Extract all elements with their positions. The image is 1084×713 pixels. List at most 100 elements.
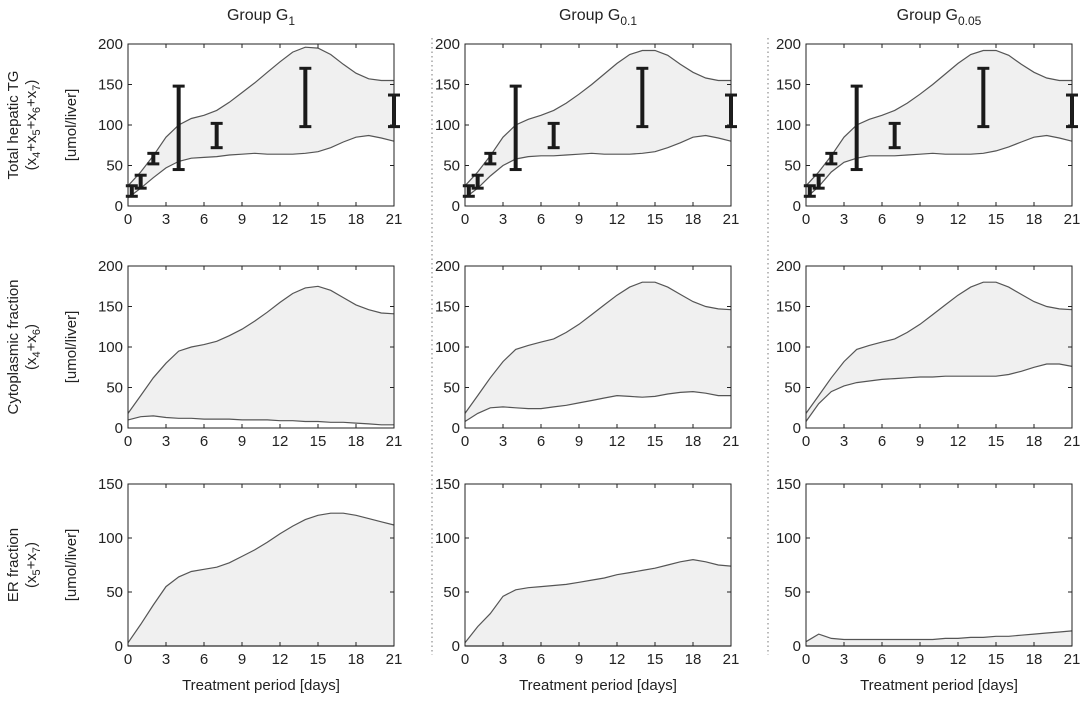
row-label-formula: (x4+x5+x6+x7)	[23, 80, 43, 171]
uncertainty-band	[465, 282, 731, 422]
x-tick-label: 0	[802, 211, 810, 228]
y-tick-label: 100	[435, 530, 460, 547]
x-tick-label: 6	[878, 433, 886, 450]
x-tick-label: 12	[950, 433, 967, 450]
x-tick-label: 9	[575, 651, 583, 668]
panel-r0-c2: 0 3 6 9 12 15 18 21 0 50 100 150 200	[776, 36, 1080, 228]
uncertainty-band	[465, 559, 731, 646]
y-tick-label: 200	[776, 258, 801, 275]
error-bar	[147, 151, 160, 166]
y-tick-label: 0	[452, 420, 460, 437]
x-tick-label: 6	[537, 433, 545, 450]
y-tick-label: 0	[793, 638, 801, 655]
y-tick-label: 0	[115, 420, 123, 437]
y-tick-label: 150	[435, 299, 460, 316]
x-tick-label: 3	[499, 211, 507, 228]
y-tick-label: 150	[435, 476, 460, 493]
y-tick-label: 200	[776, 36, 801, 53]
y-tick-label: 100	[435, 339, 460, 356]
x-tick-label: 6	[200, 211, 208, 228]
row-label-title: Total hepatic TG	[5, 71, 22, 180]
error-bar	[850, 84, 863, 172]
x-tick-label: 18	[348, 651, 365, 668]
error-bar	[977, 66, 990, 129]
y-tick-label: 150	[98, 299, 123, 316]
x-tick-label: 18	[1026, 211, 1043, 228]
y-tick-label: 50	[106, 158, 123, 175]
uncertainty-band	[806, 282, 1072, 422]
x-tick-label: 21	[723, 651, 740, 668]
y-tick-label: 50	[784, 380, 801, 397]
x-tick-label: 15	[647, 211, 664, 228]
x-tick-label: 0	[124, 211, 132, 228]
row-label-unit: [umol/liver]	[63, 529, 80, 602]
panel-r2-c2: 0 3 6 9 12 15 18 21 0 50 100 150 Treatment period [d…	[776, 476, 1080, 694]
x-tick-label: 12	[272, 211, 289, 228]
x-tick-label: 9	[575, 433, 583, 450]
x-tick-label: 15	[310, 433, 327, 450]
x-tick-label: 9	[916, 433, 924, 450]
lower-bound-line	[127, 415, 394, 426]
x-axis-label: Treatment period [days]	[860, 677, 1018, 694]
x-tick-label: 6	[878, 651, 886, 668]
panel-r2-c0: 0 3 6 9 12 15 18 21 0 50 100 150 Treatment period [d…	[98, 476, 402, 694]
row-label-formula: (x4+x6)	[23, 324, 43, 370]
column-title: Group G1	[227, 7, 295, 28]
y-tick-label: 50	[784, 158, 801, 175]
uncertainty-band	[128, 513, 394, 646]
y-tick-label: 200	[435, 258, 460, 275]
x-tick-label: 6	[200, 433, 208, 450]
axes-frame	[805, 483, 1073, 647]
upper-bound-line	[464, 281, 732, 414]
x-tick-label: 3	[162, 651, 170, 668]
uncertainty-band	[128, 47, 394, 198]
y-tick-label: 0	[793, 420, 801, 437]
x-tick-label: 18	[685, 651, 702, 668]
y-tick-label: 100	[776, 117, 801, 134]
x-tick-label: 0	[802, 433, 810, 450]
row-label-title: ER fraction	[5, 528, 22, 602]
x-tick-label: 21	[723, 433, 740, 450]
y-tick-label: 100	[98, 530, 123, 547]
x-tick-label: 6	[537, 211, 545, 228]
error-bar	[547, 121, 560, 150]
uncertainty-band	[806, 630, 1072, 646]
x-tick-label: 15	[988, 211, 1005, 228]
error-bar	[888, 121, 901, 150]
x-tick-label: 6	[537, 651, 545, 668]
upper-bound-line	[805, 630, 1073, 643]
x-tick-label: 3	[840, 651, 848, 668]
x-tick-label: 3	[162, 211, 170, 228]
x-tick-label: 3	[499, 433, 507, 450]
x-tick-label: 6	[200, 651, 208, 668]
upper-bound-line	[127, 512, 395, 644]
x-tick-label: 0	[461, 211, 469, 228]
x-tick-label: 21	[386, 433, 403, 450]
row-label: Total hepatic TG (x4+x5+x6+x7) [umol/liver…	[5, 71, 80, 180]
x-tick-label: 12	[272, 651, 289, 668]
error-bar	[134, 173, 147, 190]
x-tick-label: 21	[723, 211, 740, 228]
row-label: ER fraction (x5+x7) [umol/liver]	[5, 528, 80, 602]
y-tick-label: 150	[435, 77, 460, 94]
error-bar	[172, 84, 185, 172]
y-tick-label: 50	[784, 584, 801, 601]
x-axis-label: Treatment period [days]	[519, 677, 677, 694]
x-tick-label: 0	[802, 651, 810, 668]
x-tick-label: 12	[272, 433, 289, 450]
row-label-unit: [umol/liver]	[63, 89, 80, 162]
panel-r1-c2: 0 3 6 9 12 15 18 21 0 50 100 150 200	[776, 258, 1080, 450]
x-tick-label: 15	[988, 433, 1005, 450]
y-tick-label: 100	[98, 117, 123, 134]
column-title: Group G0.05	[897, 7, 982, 28]
error-bar	[825, 151, 838, 166]
panel-r1-c0: 0 3 6 9 12 15 18 21 0 50 100 150 200	[98, 258, 402, 450]
y-tick-label: 100	[435, 117, 460, 134]
panel-r0-c0: 0 3 6 9 12 15 18 21 0 50 100 150 200	[98, 36, 402, 228]
row-label-unit: [umol/liver]	[63, 311, 80, 384]
y-tick-label: 200	[98, 258, 123, 275]
x-tick-label: 9	[575, 211, 583, 228]
x-tick-label: 21	[1064, 433, 1081, 450]
y-tick-label: 100	[98, 339, 123, 356]
